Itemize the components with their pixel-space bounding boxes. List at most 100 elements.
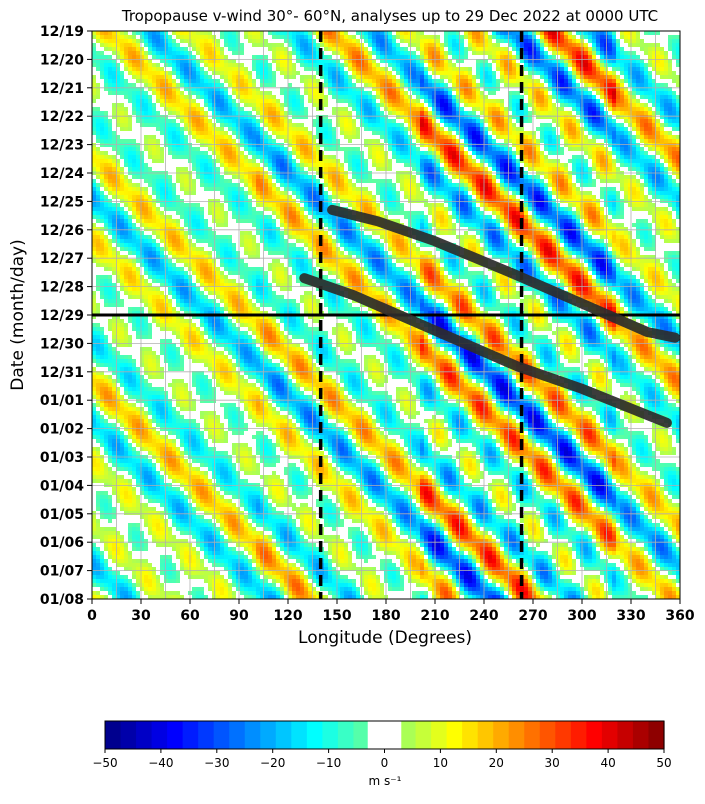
heatmap-cell	[472, 107, 476, 111]
heatmap-cell	[364, 119, 368, 123]
heatmap-cell	[304, 107, 308, 111]
heatmap-cell	[272, 107, 276, 111]
heatmap-cell	[308, 127, 312, 131]
heatmap-cell	[124, 47, 128, 51]
heatmap-cell	[332, 135, 336, 139]
heatmap-cell	[152, 115, 156, 119]
heatmap-cell	[504, 51, 508, 55]
heatmap-cell	[100, 131, 104, 135]
heatmap-cell	[436, 55, 440, 59]
heatmap-cell	[484, 163, 488, 167]
heatmap-cell	[364, 123, 368, 127]
heatmap-cell	[396, 75, 400, 79]
heatmap-cell	[496, 159, 500, 163]
heatmap-cell	[280, 131, 284, 135]
heatmap-cell	[472, 39, 476, 43]
heatmap-cell	[328, 163, 332, 167]
heatmap-cell	[348, 91, 352, 95]
heatmap-cell	[544, 43, 548, 47]
heatmap-cell	[552, 39, 556, 43]
heatmap-cell	[128, 131, 132, 135]
heatmap-cell	[392, 75, 396, 79]
heatmap-cell	[364, 47, 368, 51]
heatmap-cell	[156, 131, 160, 135]
heatmap-cell	[176, 127, 180, 131]
heatmap-cell	[452, 155, 456, 159]
heatmap-cell	[176, 55, 180, 59]
heatmap-cell	[144, 43, 148, 47]
heatmap-cell	[616, 155, 620, 159]
heatmap-cell	[640, 39, 644, 43]
heatmap-cell	[496, 95, 500, 99]
heatmap-cell	[624, 107, 628, 111]
heatmap-cell	[392, 91, 396, 95]
heatmap-cell	[576, 51, 580, 55]
heatmap-cell	[604, 67, 608, 71]
heatmap-cell	[324, 155, 328, 159]
heatmap-cell	[348, 111, 352, 115]
heatmap-cell	[232, 139, 236, 143]
heatmap-cell	[96, 51, 100, 55]
heatmap-cell	[332, 43, 336, 47]
heatmap-cell	[192, 99, 196, 103]
heatmap-cell	[676, 115, 680, 119]
heatmap-cell	[468, 91, 472, 95]
heatmap-cell	[572, 95, 576, 99]
heatmap-cell	[208, 131, 212, 135]
heatmap-cell	[144, 163, 148, 167]
heatmap-cell	[644, 91, 648, 95]
heatmap-cell	[636, 151, 640, 155]
heatmap-cell	[632, 55, 636, 59]
heatmap-cell	[588, 147, 592, 151]
heatmap-cell	[472, 151, 476, 155]
heatmap-cell	[272, 67, 276, 71]
chart-title: Tropopause v-wind 30°- 60°N, analyses up…	[121, 7, 658, 25]
heatmap-cell	[556, 147, 560, 151]
heatmap-cell	[424, 95, 428, 99]
heatmap-cell	[204, 123, 208, 127]
heatmap-cell	[216, 31, 220, 35]
heatmap-cell	[332, 147, 336, 151]
heatmap-cell	[168, 55, 172, 59]
heatmap-cell	[352, 139, 356, 143]
heatmap-cell	[412, 91, 416, 95]
heatmap-cell	[352, 147, 356, 151]
heatmap-cell	[184, 47, 188, 51]
heatmap-cell	[204, 155, 208, 159]
heatmap-cell	[176, 43, 180, 47]
heatmap-cell	[340, 67, 344, 71]
heatmap-cell	[276, 99, 280, 103]
heatmap-cell	[440, 127, 444, 131]
heatmap-cell	[480, 147, 484, 151]
heatmap-cell	[608, 51, 612, 55]
heatmap-cell	[224, 31, 228, 35]
heatmap-cell	[108, 43, 112, 47]
heatmap-cell	[388, 67, 392, 71]
heatmap-cell	[316, 127, 320, 131]
heatmap-cell	[148, 107, 152, 111]
heatmap-cell	[192, 43, 196, 47]
heatmap-cell	[492, 55, 496, 59]
heatmap-cell	[512, 115, 516, 119]
heatmap-cell	[588, 119, 592, 123]
heatmap-cell	[628, 115, 632, 119]
heatmap-cell	[332, 91, 336, 95]
heatmap-cell	[504, 115, 508, 119]
heatmap-cell	[592, 147, 596, 151]
heatmap-cell	[476, 39, 480, 43]
heatmap-cell	[392, 79, 396, 83]
heatmap-cell	[552, 163, 556, 167]
heatmap-cell	[480, 71, 484, 75]
heatmap-cell	[376, 139, 380, 143]
heatmap-cell	[516, 39, 520, 43]
heatmap-cell	[604, 75, 608, 79]
heatmap-cell	[368, 67, 372, 71]
heatmap-cell	[268, 163, 272, 167]
heatmap-cell	[404, 67, 408, 71]
heatmap-cell	[108, 139, 112, 143]
heatmap-cell	[396, 95, 400, 99]
heatmap-cell	[404, 35, 408, 39]
heatmap-cell	[596, 55, 600, 59]
heatmap-cell	[224, 111, 228, 115]
heatmap-cell	[460, 75, 464, 79]
